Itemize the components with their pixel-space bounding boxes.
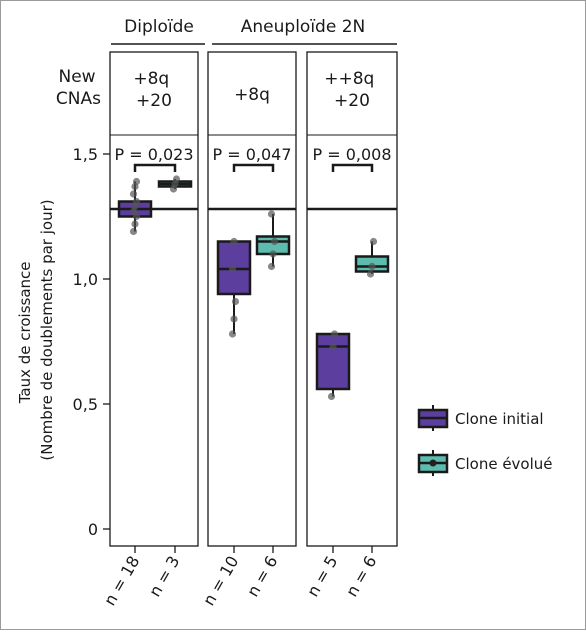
y-axis-label: Taux de croissance (Nombre de doublement…: [16, 199, 56, 460]
panel-aneuploid-b: ++8q +20 P = 0,008: [306, 51, 398, 547]
box-initial-panel-3: [315, 330, 351, 401]
box: [315, 332, 351, 391]
legend-item-evolved: Clone évolué: [417, 450, 553, 476]
box-plots: [117, 175, 390, 401]
legend-label-evolved: Clone évolué: [455, 455, 553, 473]
y-axis: 0 0,5 1,0 1,5: [73, 145, 110, 539]
data-point: [129, 227, 138, 236]
p-value: P = 0,023: [114, 145, 193, 164]
new-cnas-label: New CNAs: [56, 67, 101, 109]
data-point: [132, 197, 141, 206]
box-evolved-panel-1: [157, 175, 193, 193]
significance-bracket: [133, 163, 177, 172]
box-initial-panel-2: [216, 237, 252, 338]
panel-box: [207, 51, 297, 547]
box-evolved-panel-2: [255, 210, 291, 271]
data-point: [327, 392, 336, 401]
panel-box: [306, 51, 398, 547]
y-tick-label: 1,5: [73, 145, 98, 164]
data-point: [267, 210, 276, 218]
panel-aneuploid-a: +8q P = 0,047: [207, 51, 297, 547]
panel-box: [109, 51, 199, 547]
group-label-aneuploid: Aneuploïde 2N: [241, 17, 365, 37]
data-point: [368, 262, 376, 271]
box-initial-panel-1: [117, 177, 153, 236]
data-point: [366, 270, 375, 278]
n-label: n = 6: [342, 553, 380, 601]
data-point: [228, 330, 237, 338]
group-label-diploid: Diploïde: [124, 17, 194, 37]
data-point: [131, 220, 139, 228]
data-point: [231, 297, 240, 306]
legend-dot: [429, 459, 437, 467]
data-point: [369, 237, 378, 246]
data-point: [228, 265, 237, 273]
data-point: [230, 315, 238, 323]
legend-item-initial: Clone initial: [417, 405, 544, 431]
data-point: [269, 250, 277, 258]
data-point: [270, 237, 279, 246]
n-label: n = 18: [100, 553, 143, 609]
data-point: [172, 175, 181, 183]
box-evolved-panel-3: [354, 237, 390, 278]
y-tick-label: 0,5: [73, 395, 98, 414]
y-tick-label: 0: [88, 520, 98, 539]
n-label: n = 10: [199, 553, 242, 609]
cna-text: +8q +20: [133, 69, 174, 111]
n-label: n = 5: [303, 553, 341, 601]
n-label: n = 6: [243, 553, 281, 601]
legend: Clone initial Clone évolué: [417, 405, 553, 476]
data-point: [129, 190, 138, 198]
data-point: [330, 330, 339, 338]
panel-diploid: +8q +20 P = 0,023: [109, 51, 199, 547]
significance-bracket: [331, 163, 374, 172]
data-point: [267, 262, 276, 271]
cna-text: ++8q +20: [324, 69, 380, 111]
cna-text: +8q: [234, 85, 270, 105]
data-point: [132, 177, 141, 186]
legend-label-initial: Clone initial: [455, 410, 544, 428]
p-value: P = 0,047: [212, 145, 291, 164]
data-point: [230, 237, 238, 246]
data-point: [329, 342, 337, 351]
p-value: P = 0,008: [312, 145, 391, 164]
significance-bracket: [232, 163, 275, 172]
y-tick-label: 1,0: [73, 270, 98, 289]
n-label: n = 3: [145, 553, 183, 601]
